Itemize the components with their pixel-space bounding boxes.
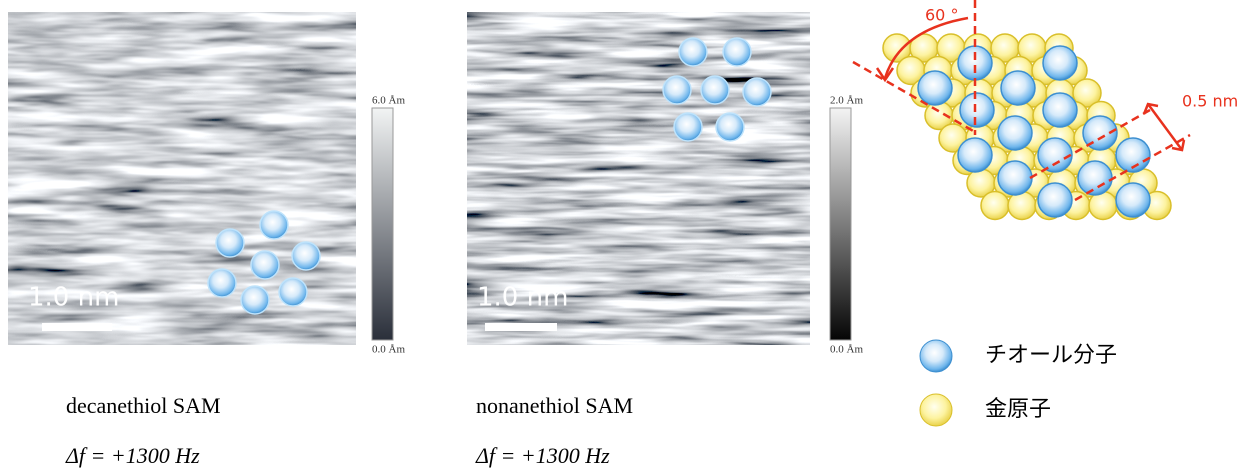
atom: [981, 192, 1009, 220]
scale-bar: [42, 323, 112, 331]
scale-bar-label: 1.0 nm: [477, 283, 568, 313]
atom: [1038, 138, 1072, 172]
legend-swatch: [920, 340, 952, 372]
figure: 1.0 nm 6.0 Åm 0.0 Åm decanethiol SAM Δf …: [0, 0, 1246, 471]
condition: Δf = +1300 Hz: [65, 443, 200, 468]
atom: [216, 229, 244, 257]
atom: [701, 76, 729, 104]
legend-label: チオール分子: [985, 343, 1117, 368]
atom: [743, 78, 771, 106]
atom: [958, 138, 992, 172]
legend-swatch: [920, 394, 952, 426]
lattice-model: [883, 34, 1171, 220]
atom: [960, 93, 994, 127]
atom: [723, 38, 751, 66]
colorbar-max: 2.0 Åm: [830, 95, 863, 107]
colorbar-max: 6.0 Åm: [372, 95, 405, 107]
legend-label: 金原子: [985, 397, 1051, 422]
atom: [292, 242, 320, 270]
atom: [679, 38, 707, 66]
atom: [1043, 46, 1077, 80]
atom: [1008, 192, 1036, 220]
atom: [1038, 183, 1072, 217]
colorbar-min: 0.0 Åm: [830, 344, 863, 356]
atom: [260, 211, 288, 239]
condition: Δf = +1300 Hz: [475, 443, 610, 468]
atom: [958, 46, 992, 80]
atom: [208, 269, 236, 297]
atom: [251, 251, 279, 279]
angle-label: 60 °: [925, 6, 958, 25]
atom: [716, 113, 744, 141]
colorbar: [372, 108, 393, 340]
atom: [674, 113, 702, 141]
atom: [241, 286, 269, 314]
atom: [1089, 192, 1117, 220]
atom: [1043, 93, 1077, 127]
atom: [663, 76, 691, 104]
colorbar-min: 0.0 Åm: [372, 344, 405, 356]
atom: [1078, 161, 1112, 195]
spacing-label: 0.5 nm: [1182, 92, 1238, 111]
atom: [998, 161, 1032, 195]
caption: nonanethiol SAM: [476, 393, 633, 418]
scale-bar: [485, 323, 557, 331]
atom: [279, 278, 307, 306]
atom: [1001, 71, 1035, 105]
atom: [1116, 183, 1150, 217]
scale-bar-label: 1.0 nm: [28, 283, 119, 313]
caption: decanethiol SAM: [66, 393, 221, 418]
colorbar: [830, 108, 851, 340]
atom: [998, 116, 1032, 150]
atom: [918, 71, 952, 105]
